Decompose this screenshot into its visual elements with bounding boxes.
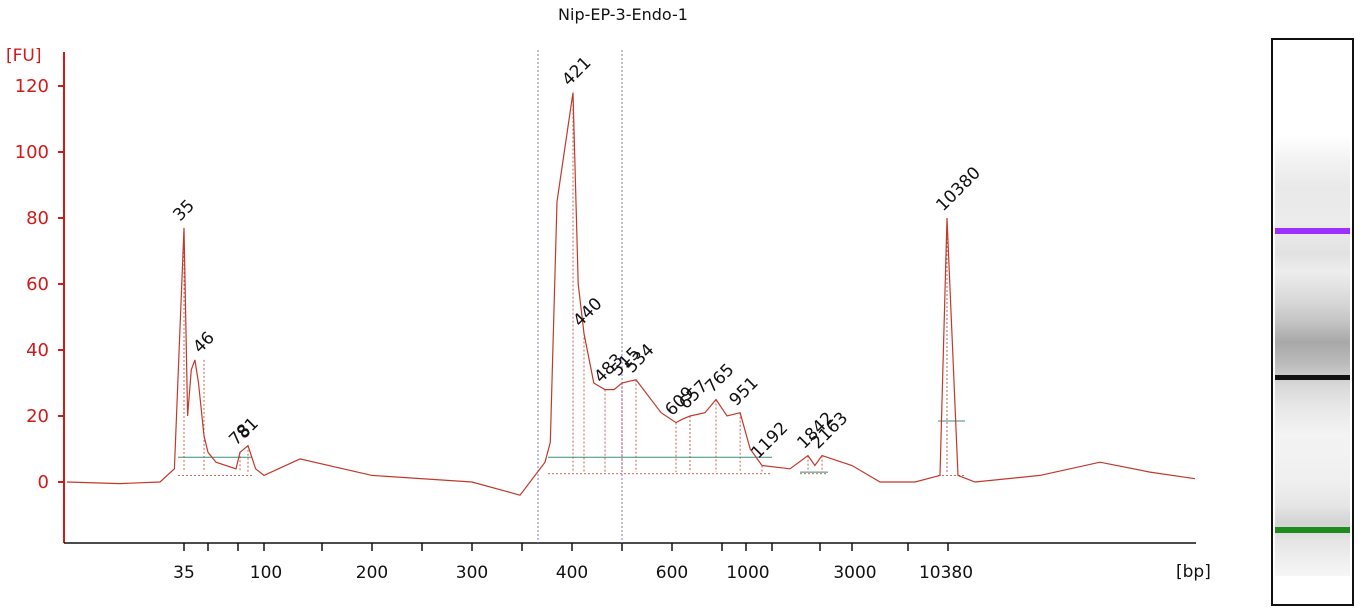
y-tick-label: 0	[38, 472, 49, 493]
peak-label: 46	[189, 328, 218, 357]
x-tick-label: 3000	[833, 563, 876, 583]
peak-label: 421	[558, 53, 595, 90]
x-tick-label: 35	[173, 563, 195, 583]
gel-lane	[1275, 135, 1350, 576]
y-tick-label: 60	[26, 274, 49, 295]
y-axis-label: [FU]	[6, 46, 42, 66]
sample-band	[1275, 375, 1350, 380]
y-tick-label: 100	[15, 142, 49, 163]
electropherogram-chart: Nip-EP-3-Endo-1 [FU] [bp] 0 20 40 60 80 100 12…	[6, 5, 1211, 583]
x-axis-label: [bp]	[1176, 562, 1211, 582]
x-tick-label: 10380	[919, 563, 973, 583]
peak-label: 10380	[932, 163, 984, 215]
y-tick-label: 80	[26, 208, 49, 229]
series-trace	[66, 92, 1196, 496]
x-tick-label: 400	[556, 563, 588, 583]
peak-label: 1192	[747, 418, 792, 463]
x-tick-label: 200	[356, 563, 388, 583]
x-tick-label: 600	[656, 563, 688, 583]
peak-label: 440	[569, 294, 606, 331]
y-tick-label: 40	[26, 340, 49, 361]
x-tick-label: 100	[250, 563, 282, 583]
x-tick-label: 1000	[726, 563, 769, 583]
lower-marker-band	[1275, 527, 1350, 533]
x-tick-label: 300	[456, 563, 488, 583]
chart-title: Nip-EP-3-Endo-1	[558, 5, 688, 24]
gel-image	[1271, 38, 1354, 606]
y-tick-label: 120	[15, 76, 49, 97]
peak-label: 35	[169, 196, 198, 225]
upper-marker-band	[1275, 228, 1350, 234]
y-tick-label: 20	[26, 406, 49, 427]
